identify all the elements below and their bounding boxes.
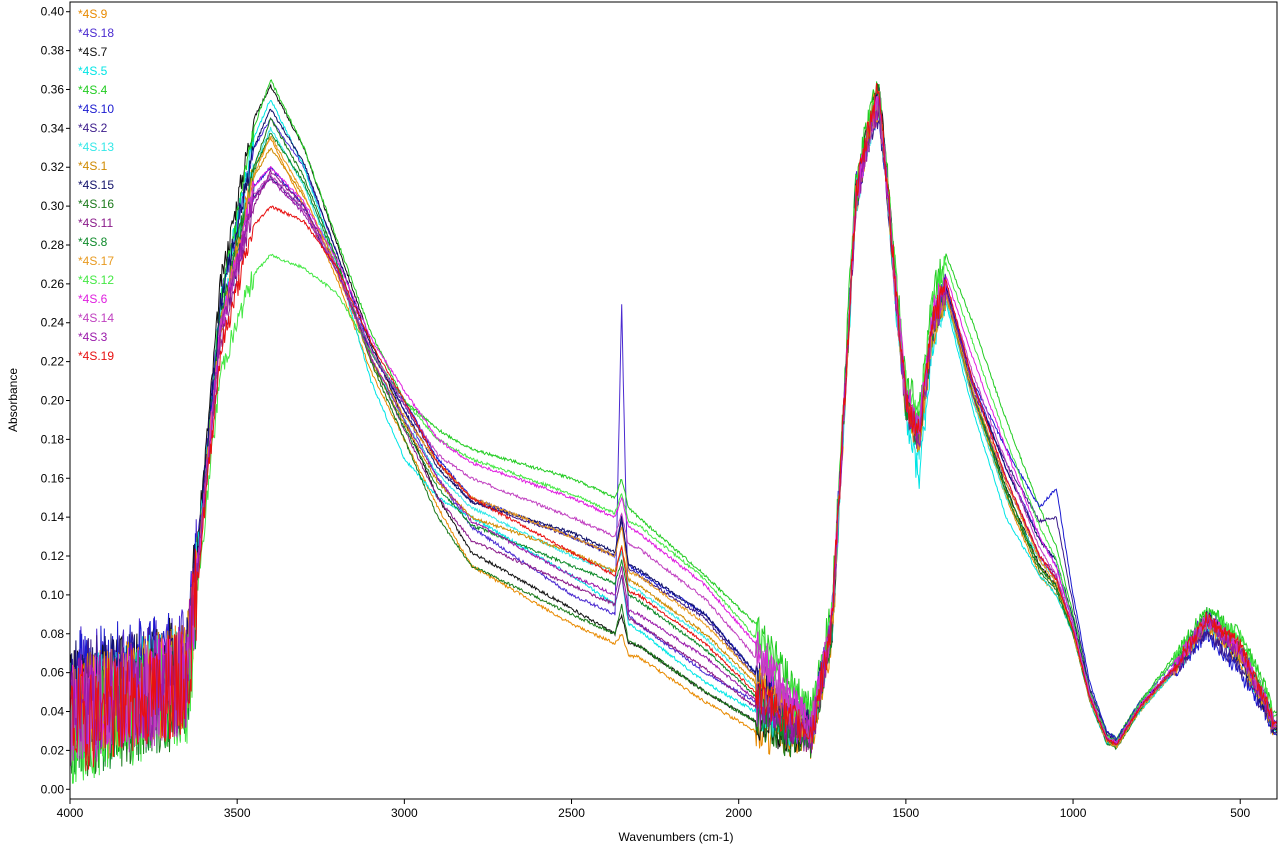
x-tick-label: 4000: [57, 806, 84, 820]
legend-entry: *4S.2: [78, 121, 108, 135]
y-tick-label: 0.04: [41, 705, 65, 719]
legend-entry: *4S.7: [78, 45, 108, 59]
legend: *4S.9 *4S.18 *4S.7 *4S.5 *4S.4 *4S.10 *4S.2 *4S…: [78, 7, 114, 363]
y-tick-label: 0.24: [41, 316, 65, 330]
legend-entry: *4S.10: [78, 102, 114, 116]
legend-entry: *4S.6: [78, 292, 108, 306]
y-tick-label: 0.12: [41, 549, 65, 563]
x-tick-label: 1500: [893, 806, 920, 820]
y-tick-label: 0.40: [41, 5, 65, 19]
legend-entry: *4S.15: [78, 178, 114, 192]
y-tick-label: 0.28: [41, 238, 65, 252]
x-tick-label: 2500: [558, 806, 585, 820]
legend-entry: *4S.19: [78, 349, 114, 363]
y-tick-label: 0.22: [41, 355, 65, 369]
y-tick-label: 0.26: [41, 277, 65, 291]
legend-entry: *4S.11: [78, 216, 113, 230]
y-tick-label: 0.16: [41, 471, 65, 485]
series-line: [69, 90, 1278, 762]
x-axis-label: Wavenumbers (cm-1): [619, 830, 734, 844]
legend-entry: *4S.9: [78, 7, 108, 21]
y-tick-label: 0.18: [41, 432, 65, 446]
y-tick-label: 0.34: [41, 121, 65, 135]
x-tick-label: 2000: [725, 806, 752, 820]
y-tick-label: 0.14: [41, 510, 65, 524]
x-tick-label: 3000: [391, 806, 418, 820]
series-line: [69, 87, 1278, 748]
legend-entry: *4S.12: [78, 273, 114, 287]
y-tick-label: 0.08: [41, 627, 65, 641]
y-tick-label: 0.10: [41, 588, 65, 602]
legend-entry: *4S.18: [78, 26, 114, 40]
y-tick-label: 0.20: [41, 394, 65, 408]
x-tick-label: 500: [1230, 806, 1250, 820]
series-layer: [69, 79, 1278, 784]
series-line: [69, 79, 1278, 773]
legend-entry: *4S.16: [78, 197, 114, 211]
series-line: [69, 96, 1278, 761]
legend-entry: *4S.8: [78, 235, 108, 249]
y-tick-label: 0.38: [41, 44, 65, 58]
legend-entry: *4S.4: [78, 83, 108, 97]
y-tick-label: 0.06: [41, 666, 65, 680]
legend-entry: *4S.13: [78, 140, 114, 154]
legend-entry: *4S.14: [78, 311, 114, 325]
legend-entry: *4S.5: [78, 64, 108, 78]
x-tick-label: 1000: [1060, 806, 1087, 820]
legend-entry: *4S.3: [78, 330, 108, 344]
y-tick-label: 0.30: [41, 199, 65, 213]
legend-entry: *4S.1: [78, 159, 108, 173]
y-tick-label: 0.00: [41, 782, 65, 796]
x-axis: 4000 3500 3000 2500 2000 1500 1000 500: [57, 799, 1251, 820]
x-tick-label: 3500: [224, 806, 251, 820]
y-tick-label: 0.02: [41, 743, 65, 757]
legend-entry: *4S.17: [78, 254, 114, 268]
y-axis-label: Absorbance: [6, 368, 20, 432]
series-line: [69, 82, 1278, 772]
y-axis: 0.00 0.02 0.04 0.06 0.08 0.10 0.12 0.14 0.16 0.18…: [41, 5, 70, 796]
y-tick-label: 0.32: [41, 160, 65, 174]
y-tick-label: 0.36: [41, 82, 65, 96]
